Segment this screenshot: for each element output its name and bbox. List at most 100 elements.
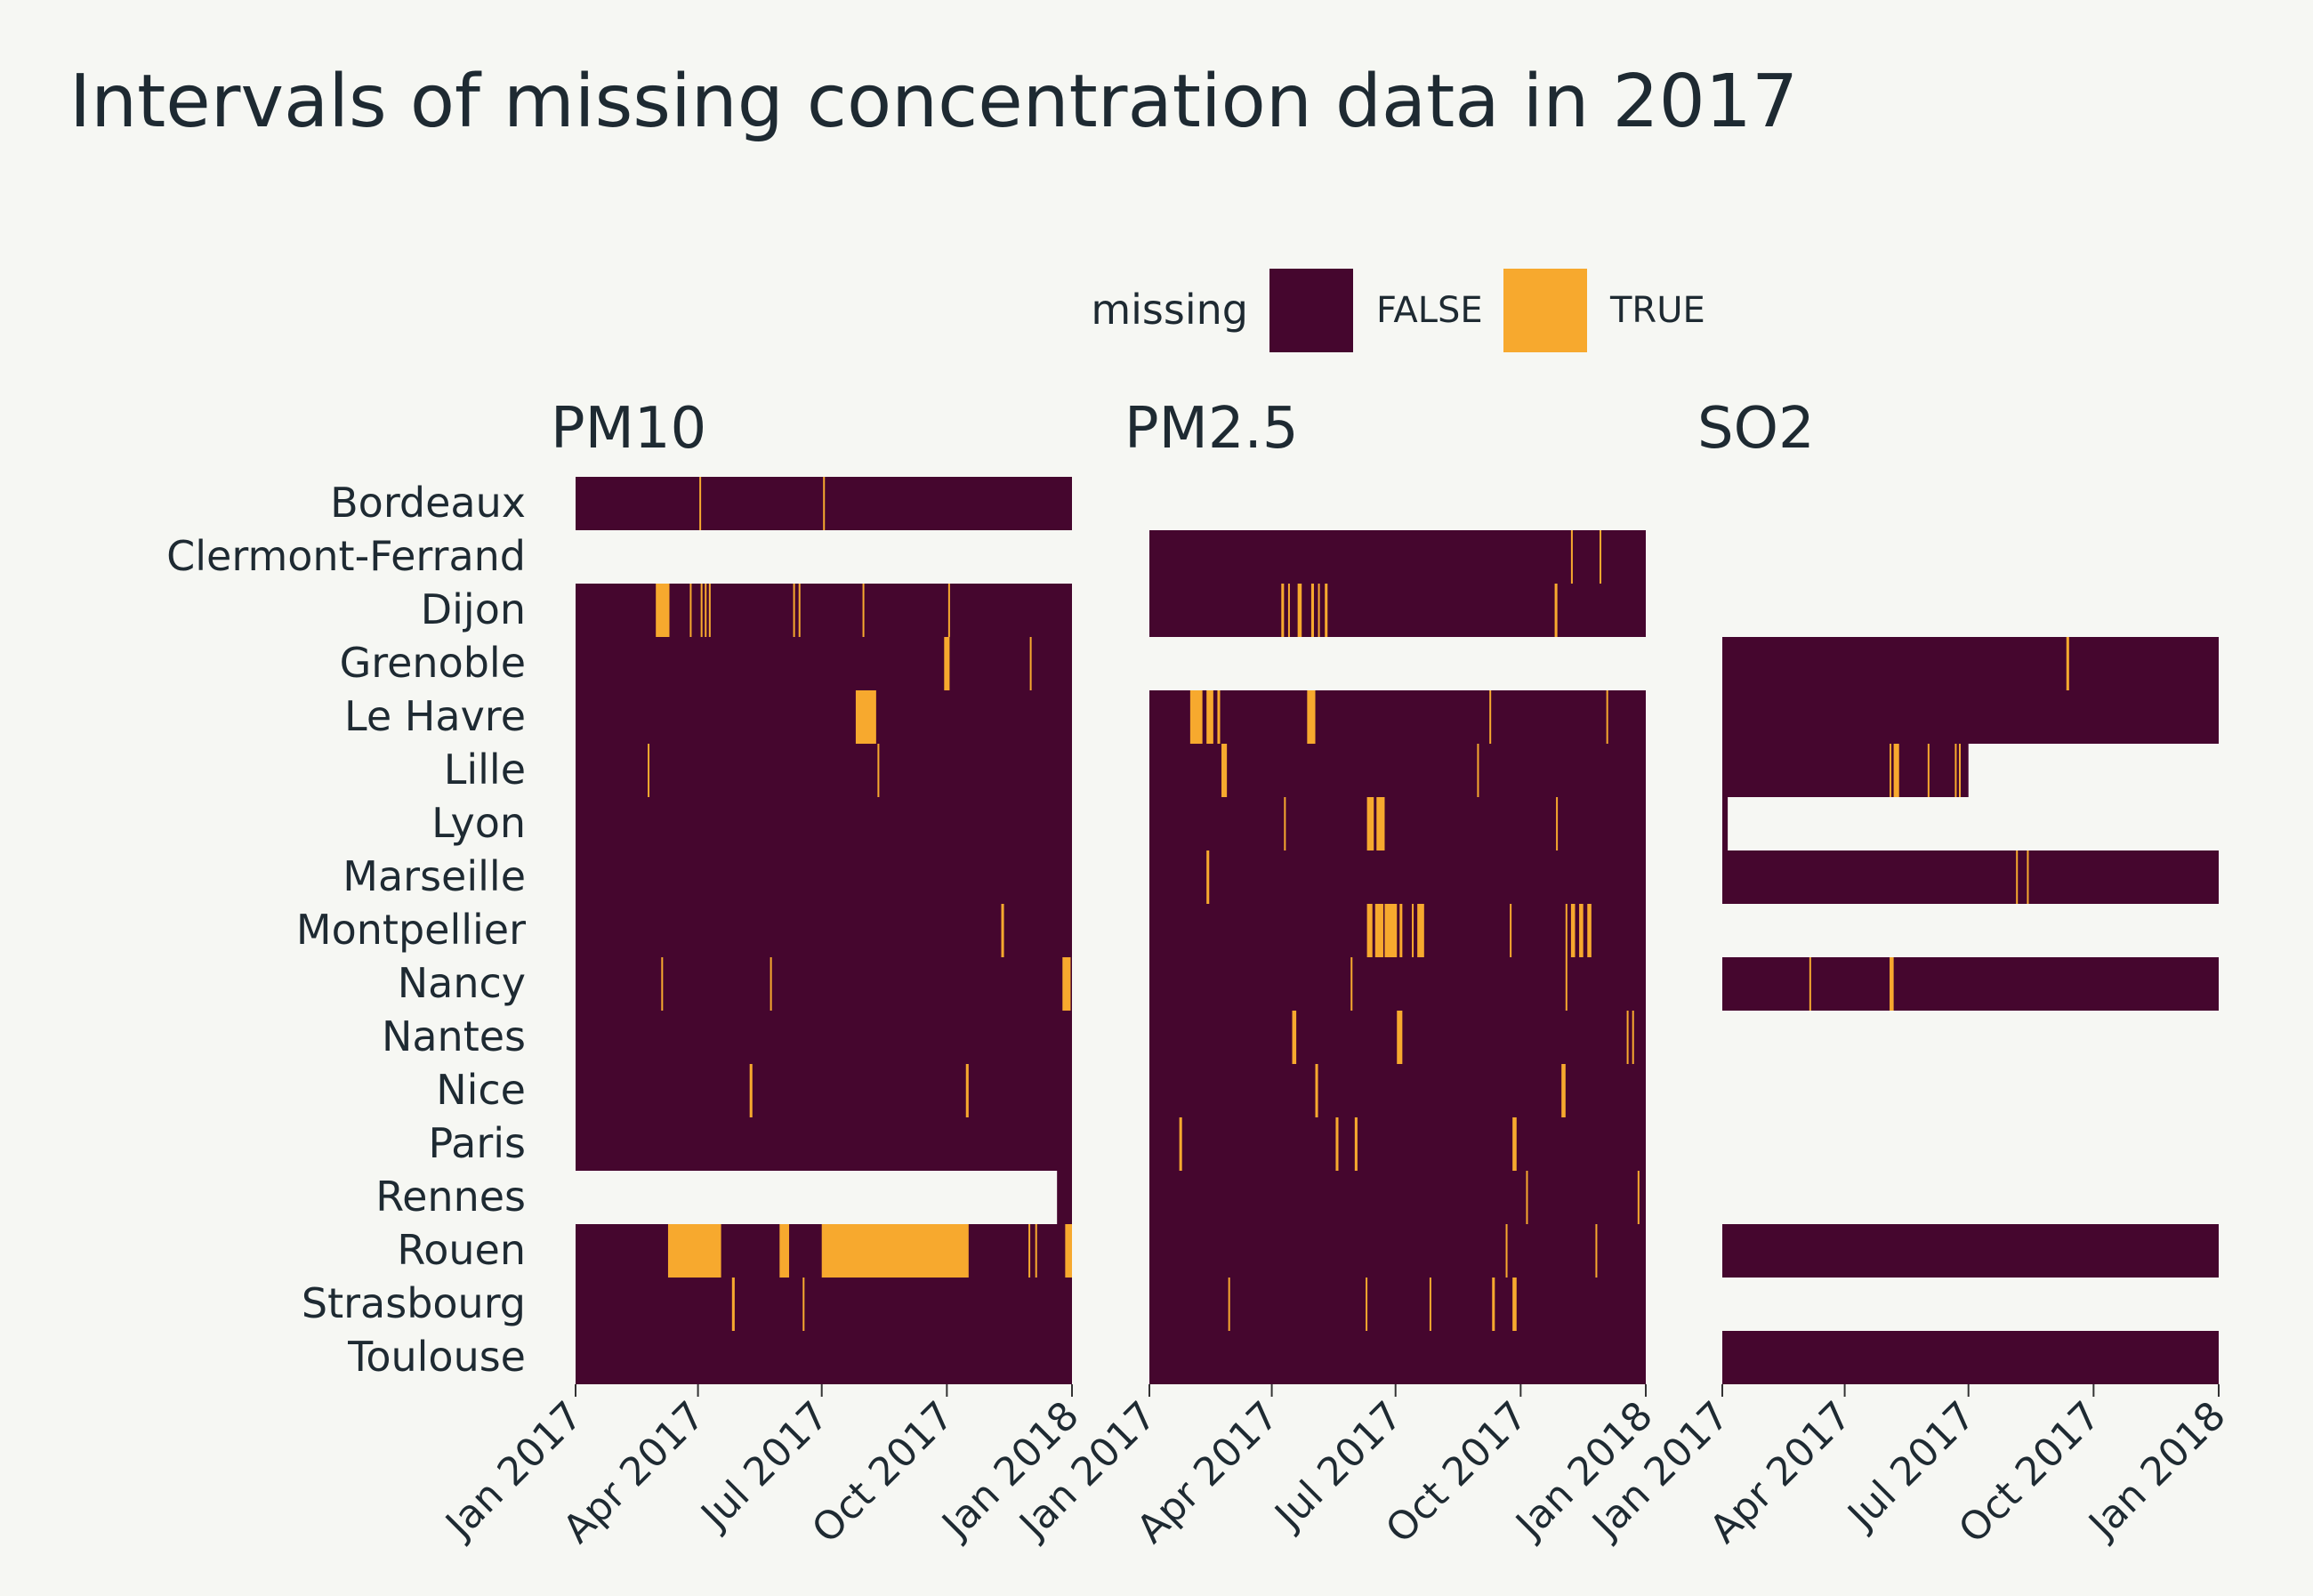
missing-interval (1554, 584, 1558, 637)
missing-interval (965, 1064, 969, 1117)
missing-interval (1228, 1278, 1230, 1331)
missing-interval (1315, 1064, 1318, 1117)
legend: missing FALSE TRUE (1091, 269, 1705, 352)
coverage-bar (1722, 850, 2219, 904)
missing-interval (689, 584, 692, 637)
coverage-bar (576, 584, 1072, 637)
coverage-bar (1722, 1331, 2219, 1384)
missing-interval (1927, 744, 1930, 797)
missing-interval (1310, 584, 1314, 637)
city-label: Le Havre (344, 692, 526, 740)
missing-interval (1429, 1278, 1431, 1331)
city-label: Nantes (382, 1012, 526, 1060)
missing-interval (1384, 904, 1398, 957)
city-label: Strasbourg (302, 1279, 526, 1327)
coverage-bar (576, 637, 1072, 690)
missing-interval (1412, 904, 1414, 957)
city-label: Marseille (343, 852, 526, 900)
coverage-bar (1722, 637, 2219, 690)
coverage-bar (576, 1117, 1072, 1171)
coverage-bar (576, 957, 1072, 1011)
missing-interval (1489, 690, 1492, 744)
city-label: Rennes (375, 1173, 526, 1221)
missing-interval (1417, 904, 1424, 957)
panel-title: PM10 (551, 396, 706, 462)
coverage-bar (1149, 957, 1646, 1011)
missing-interval (1284, 797, 1286, 850)
missing-interval (1206, 690, 1213, 744)
city-label: Paris (428, 1119, 526, 1167)
missing-interval (1512, 1278, 1517, 1331)
missing-interval (1632, 1011, 1634, 1064)
coverage-bar (1722, 957, 2219, 1011)
missing-interval (1350, 957, 1353, 1011)
missing-interval (802, 1278, 805, 1331)
coverage-bar (576, 744, 1072, 797)
missing-interval (877, 744, 880, 797)
legend-swatch-true (1503, 269, 1587, 352)
legend-swatch-false (1269, 269, 1353, 352)
missing-interval (1307, 690, 1316, 744)
missing-interval (1565, 957, 1568, 1011)
missing-interval (1570, 904, 1576, 957)
missing-interval (1221, 744, 1228, 797)
y-axis-labels: Bordeaux Clermont-Ferrand Dijon Grenoble Le … (166, 479, 526, 1381)
city-label: Dijon (421, 585, 526, 633)
missing-interval (1366, 904, 1373, 957)
missing-interval (731, 1278, 735, 1331)
missing-interval (1512, 1117, 1517, 1171)
coverage-bar (576, 1278, 1072, 1331)
missing-interval (1028, 1224, 1031, 1278)
city-label: Bordeaux (330, 479, 526, 527)
missing-interval (1217, 690, 1221, 744)
missing-interval (1505, 1224, 1508, 1278)
missing-interval (1297, 584, 1302, 637)
coverage-bar (1149, 1331, 1646, 1384)
missing-interval (793, 584, 795, 637)
coverage-bar (1149, 584, 1646, 637)
missing-interval (944, 637, 950, 690)
missing-interval (1954, 744, 1957, 797)
panel-title: PM2.5 (1124, 396, 1299, 462)
missing-interval (1035, 1224, 1037, 1278)
missing-interval (1366, 1278, 1368, 1331)
city-label: Nancy (398, 959, 526, 1007)
coverage-bar (1149, 690, 1646, 744)
coverage-bar (1149, 1171, 1646, 1224)
coverage-bar (1149, 850, 1646, 904)
coverage-bar (1149, 1278, 1646, 1331)
missing-interval (1893, 744, 1899, 797)
coverage-bar (576, 1011, 1072, 1064)
missing-interval (1637, 1171, 1640, 1224)
missing-interval (947, 584, 950, 637)
city-label: Lyon (431, 799, 526, 847)
coverage-bar (576, 1064, 1072, 1117)
missing-interval (779, 1224, 790, 1278)
missing-interval (1029, 637, 1032, 690)
missing-interval (1292, 1011, 1297, 1064)
missing-interval (1809, 957, 1811, 1011)
missing-interval (1065, 1224, 1072, 1278)
coverage-bar (1149, 1117, 1646, 1171)
city-label: Toulouse (347, 1333, 526, 1381)
missing-interval (1890, 957, 1894, 1011)
missing-interval (1579, 904, 1584, 957)
missing-interval (1600, 530, 1602, 584)
missing-interval (1526, 1171, 1528, 1224)
legend-label-false: FALSE (1376, 290, 1483, 331)
coverage-bar (576, 850, 1072, 904)
coverage-bar (1722, 690, 2219, 744)
missing-interval (1062, 957, 1071, 1011)
legend-title: missing (1091, 286, 1248, 334)
missing-interval (699, 477, 702, 530)
missing-interval (1354, 1117, 1358, 1171)
coverage-bar (1722, 744, 1969, 797)
missing-interval (661, 957, 664, 1011)
missing-interval (2027, 850, 2029, 904)
missing-interval (1587, 904, 1592, 957)
panel-title: SO2 (1697, 396, 1815, 462)
city-label: Nice (436, 1066, 526, 1114)
missing-interval (648, 744, 650, 797)
missing-interval (1179, 1117, 1182, 1171)
